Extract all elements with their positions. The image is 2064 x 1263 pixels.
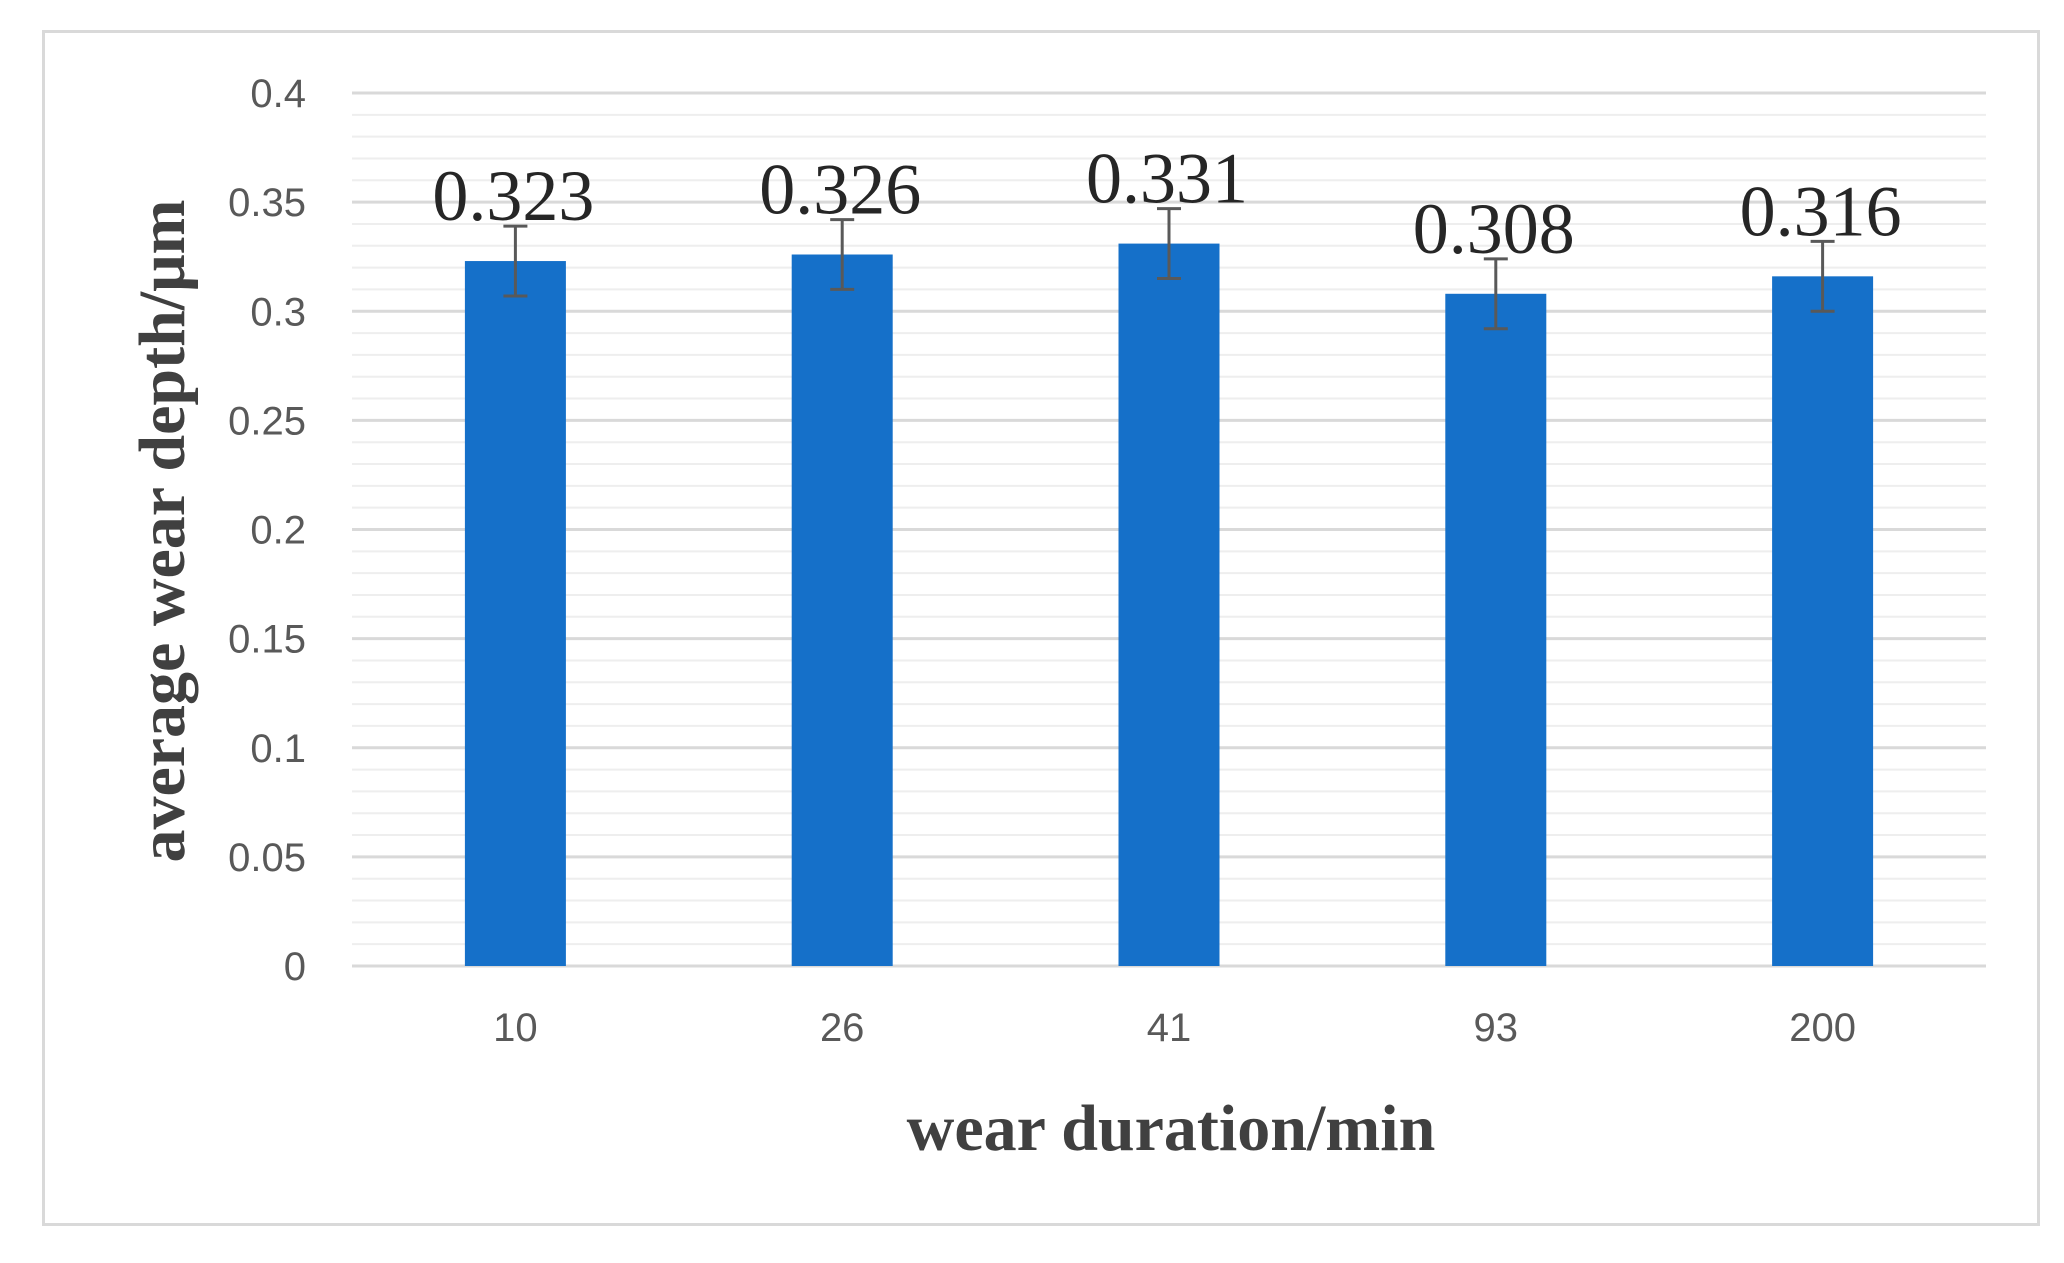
error-bar-93: [1483, 257, 1508, 331]
data-label-93: 0.308: [1413, 189, 1575, 269]
y-tick-label: 0.05: [228, 836, 306, 880]
y-tick-label: 0.35: [228, 181, 306, 225]
chart-frame: [42, 30, 2040, 1226]
y-tick-label: 0: [284, 945, 306, 989]
y-tick-label: 0.2: [250, 509, 306, 553]
bar-10: [464, 261, 566, 966]
x-axis-title: wear duration/min: [907, 1092, 1436, 1165]
data-label-26: 0.326: [759, 150, 921, 230]
error-bar-26: [830, 218, 855, 291]
x-tick-label: 26: [820, 1006, 865, 1050]
bar-26: [791, 254, 893, 966]
y-tick-label: 0.1: [250, 727, 306, 771]
y-axis-title: average wear depth/μm: [126, 199, 199, 862]
x-tick-label: 93: [1474, 1006, 1519, 1050]
y-tick-label: 0.4: [250, 72, 306, 116]
data-labels: 0.323 0.326 0.331 0.308 0.316: [432, 139, 1901, 269]
data-label-41: 0.331: [1086, 139, 1248, 219]
bar-200: [1772, 276, 1874, 967]
bar-41: [1118, 243, 1220, 966]
data-label-200: 0.316: [1740, 171, 1902, 251]
error-bars: [503, 207, 1835, 331]
error-bar-200: [1810, 239, 1835, 313]
y-tick-label: 0.25: [228, 399, 306, 443]
error-bar-10: [503, 224, 528, 298]
x-tick-label: 200: [1789, 1006, 1856, 1050]
y-tick-label: 0.3: [250, 290, 306, 334]
x-tick-label: 41: [1147, 1006, 1192, 1050]
bar-93: [1445, 293, 1547, 966]
y-tick-labels: 0 0.05 0.1 0.15 0.2 0.25 0.3 0.35 0.4: [228, 72, 306, 989]
bars: [464, 243, 1874, 967]
x-tick-labels: 10 26 41 93 200: [493, 1006, 1856, 1050]
x-tick-label: 10: [493, 1006, 538, 1050]
data-label-10: 0.323: [432, 156, 594, 236]
error-bar-41: [1157, 207, 1181, 281]
y-tick-label: 0.15: [228, 618, 306, 662]
